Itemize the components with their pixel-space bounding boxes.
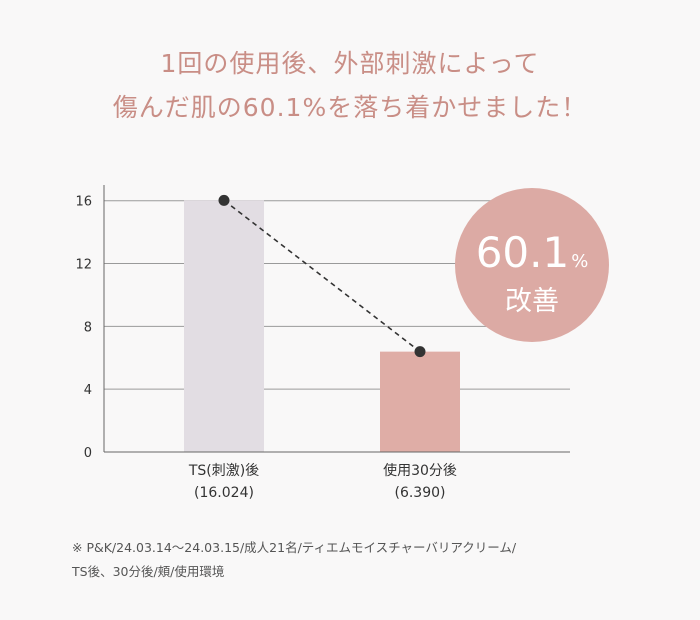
data-label: (6.390) bbox=[394, 485, 445, 501]
x-tick-label: 使用30分後 bbox=[383, 462, 457, 479]
data-label: (16.024) bbox=[194, 485, 254, 501]
footnote-line-2: TS後、30分後/頬/使用環境 bbox=[72, 564, 225, 579]
footnote-line-1: ※ P&K/24.03.14〜24.03.15/成人21名/ティエムモイスチャー… bbox=[72, 540, 517, 555]
badge-label: 改善 bbox=[505, 286, 559, 317]
data-point bbox=[218, 194, 230, 206]
y-tick-label: 8 bbox=[84, 320, 92, 335]
headline-line-1: 1回の使用後、外部刺激によって bbox=[160, 49, 540, 78]
badge-percentage: 60.1% bbox=[476, 228, 589, 277]
headline-line-2: 傷んだ肌の60.1%を落ち着かせました！ bbox=[112, 93, 588, 122]
footnote: ※ P&K/24.03.14〜24.03.15/成人21名/ティエムモイスチャー… bbox=[72, 536, 672, 584]
headline: 1回の使用後、外部刺激によって 傷んだ肌の60.1%を落ち着かせました！ bbox=[0, 42, 700, 130]
x-tick-label: TS(刺激)後 bbox=[188, 462, 259, 479]
data-point bbox=[414, 346, 426, 358]
improvement-badge bbox=[455, 188, 609, 342]
bar bbox=[380, 351, 460, 452]
y-tick-label: 16 bbox=[75, 195, 92, 210]
y-tick-label: 4 bbox=[84, 383, 92, 398]
y-tick-label: 12 bbox=[75, 258, 92, 273]
bar bbox=[184, 200, 264, 452]
y-tick-label: 0 bbox=[84, 446, 92, 461]
